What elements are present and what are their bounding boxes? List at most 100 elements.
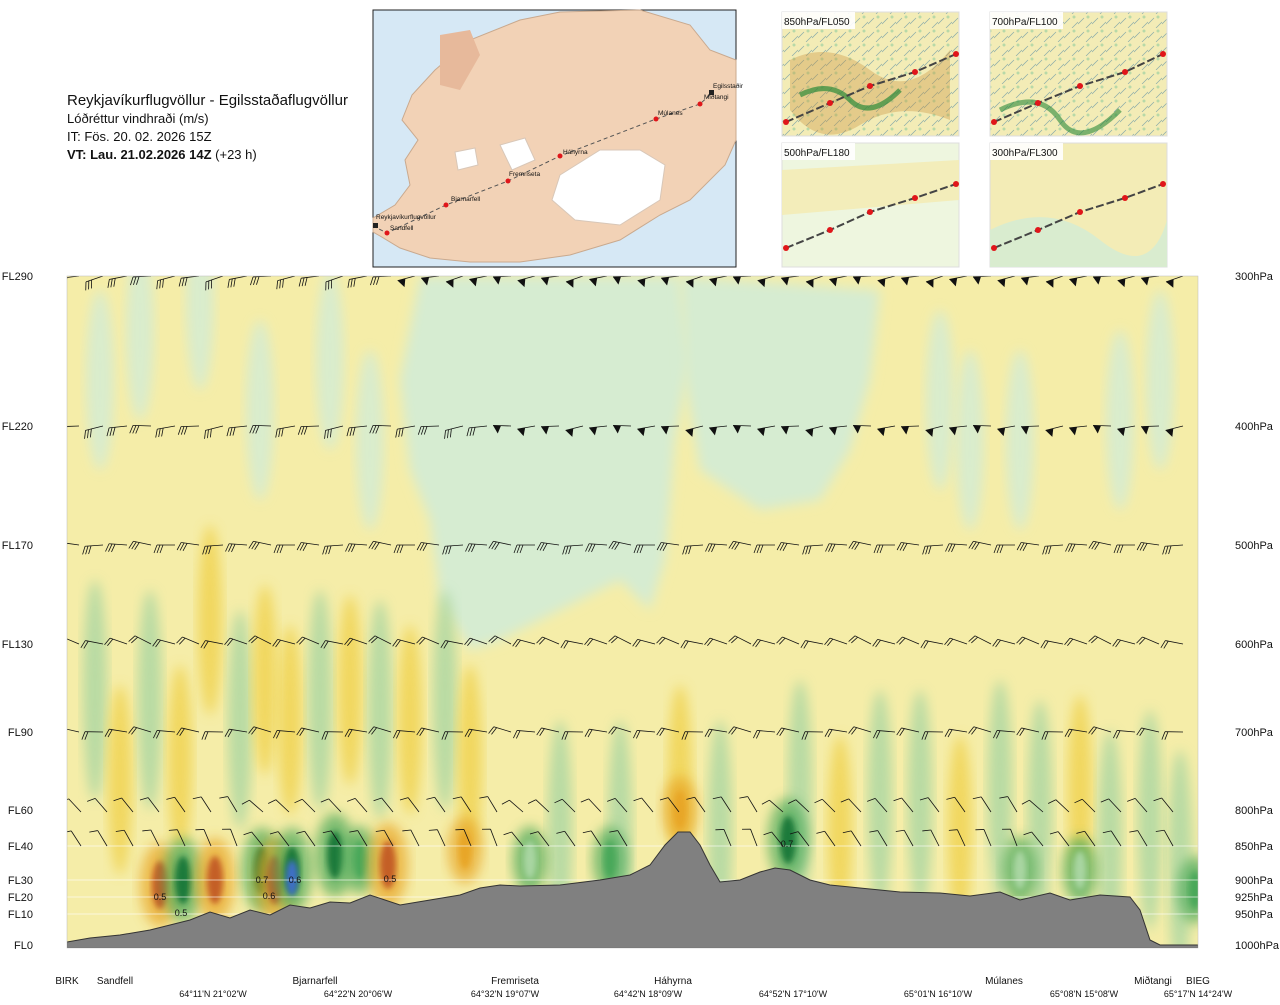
downdraft-cell: [433, 590, 457, 810]
wind-barb: [1140, 425, 1160, 435]
downdraft-region-upper: [400, 276, 690, 650]
map-points: [373, 90, 714, 236]
wind-barb: [715, 829, 732, 847]
inset-500: 500hPa/FL180: [781, 142, 960, 268]
wind-barb: [608, 726, 632, 735]
pressure-level-tick: 850hPa: [1235, 841, 1274, 853]
map-label-hahyrna: Háhyrna: [563, 149, 588, 156]
wind-barb: [35, 276, 57, 289]
wind-barb: [273, 730, 296, 739]
waypoint-tick: Miðtangi: [1134, 975, 1172, 987]
map-point: [505, 178, 511, 184]
wind-barb: [632, 638, 656, 648]
wind-barb: [416, 542, 440, 552]
wind-barb: [200, 640, 224, 649]
wind-barb: [1153, 797, 1174, 813]
wind-barb: [753, 544, 775, 554]
wind-barb: [488, 540, 512, 550]
wind-barb: [349, 830, 368, 847]
wind-barb: [1162, 544, 1184, 555]
wind-barb: [296, 542, 320, 552]
map-ridge: [440, 30, 480, 90]
wind-barb: [776, 542, 800, 552]
wind-barb: [512, 638, 536, 648]
wind-barb: [503, 831, 524, 847]
wind-barb: [877, 425, 896, 437]
wind-barb: [633, 730, 656, 739]
downdraft-cell: [83, 580, 107, 800]
wind-barb: [34, 545, 55, 553]
wind-barb: [324, 425, 344, 439]
wind-barb: [975, 829, 992, 847]
wind-barb: [455, 829, 472, 847]
wind-barb: [896, 542, 920, 552]
wind-barb: [466, 425, 488, 437]
wind-barb: [368, 726, 392, 735]
wind-barb: [34, 426, 56, 438]
wind-barb: [105, 543, 128, 553]
downdraft-cell: [308, 590, 332, 810]
wind-barb: [1127, 798, 1148, 813]
wind-barb: [248, 726, 272, 735]
wind-barb: [205, 276, 224, 291]
wind-barb: [686, 796, 706, 813]
valid-time: VT: Lau. 21.02.2026 14Z (+23 h): [67, 146, 348, 164]
wind-barb: [805, 276, 824, 288]
updraft-cell: [828, 735, 852, 925]
wind-barb: [1088, 635, 1112, 645]
wind-barb: [296, 636, 320, 645]
wind-barb: [177, 425, 200, 435]
wind-barb: [347, 276, 368, 288]
downdraft-cell: [1138, 710, 1162, 930]
wind-barb: [395, 425, 416, 438]
wind-barb: [139, 797, 160, 813]
wind-barb: [67, 798, 82, 813]
wind-barb: [1021, 276, 1040, 286]
wind-barb: [517, 425, 536, 437]
map-label-sandfell: Sandfell: [390, 225, 414, 232]
wind-barb: [732, 424, 752, 434]
wind-barb: [397, 276, 416, 288]
inset-label-700: 700hPa/FL100: [992, 17, 1058, 28]
wind-barb: [873, 544, 895, 554]
wind-barb: [393, 730, 416, 739]
wind-barb: [607, 798, 628, 813]
contour-label: 0.5: [154, 892, 167, 902]
waypoint-axis: BIRK Sandfell Bjarnarfell Fremriseta Háhyrna…: [55, 975, 1232, 999]
wind-barb: [1042, 544, 1064, 555]
wind-barb: [656, 727, 680, 736]
wind-barb: [1165, 425, 1184, 437]
wind-barb: [896, 636, 920, 645]
wind-barb: [848, 540, 872, 550]
plot-frame: [66, 275, 1199, 949]
wind-barb: [873, 730, 896, 739]
map-point: [443, 202, 449, 208]
wind-barb: [840, 798, 862, 813]
wind-barb: [402, 829, 420, 847]
wind-barb: [556, 830, 576, 847]
flight-level-tick: FL220: [2, 421, 33, 433]
wind-barb: [67, 425, 80, 435]
downdraft-cell: [926, 310, 954, 490]
wind-barb: [345, 543, 368, 553]
wind-barb: [753, 730, 776, 739]
wind-barb: [1117, 425, 1136, 437]
downdraft-cell: [126, 276, 154, 420]
downdraft-region-upper-east: [680, 276, 880, 510]
pressure-level-tick: 500hPa: [1235, 540, 1274, 552]
downdraft-cell: [1146, 290, 1174, 470]
wind-barb: [104, 637, 128, 646]
wind-barb: [166, 796, 186, 813]
wind-barb: [128, 635, 152, 645]
wind-barb: [1112, 638, 1136, 648]
wind-barb: [920, 640, 944, 649]
wind-barb: [1048, 799, 1070, 813]
wind-barb: [900, 425, 920, 435]
downdraft-cell: [956, 350, 984, 530]
updraft-cell: [278, 625, 302, 815]
wind-barb: [153, 544, 175, 554]
wind-barb: [248, 635, 272, 645]
wind-barb: [972, 424, 992, 434]
wind-barb: [728, 635, 752, 645]
wind-barb: [482, 828, 498, 847]
